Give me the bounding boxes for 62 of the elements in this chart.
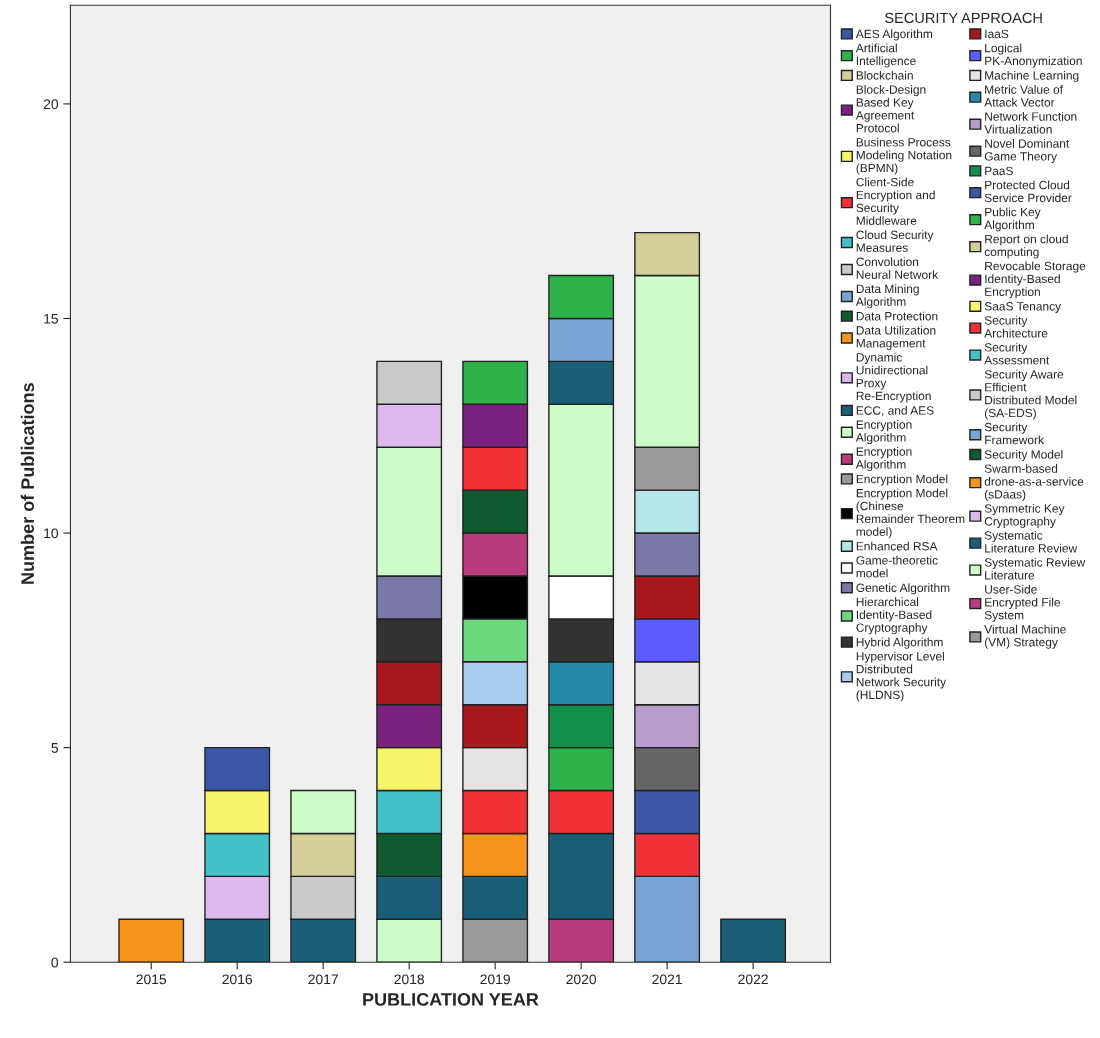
x-axis-title: PUBLICATION YEAR	[363, 993, 539, 1006]
legend-label: Systematic Review Literature	[984, 557, 1086, 580]
legend-label: Public Key Algorithm	[984, 207, 1041, 232]
legend-label: Client-Side Encryption and Security Middleware	[856, 177, 935, 225]
legend-label: Encryption Algorithm	[855, 447, 912, 472]
x-tick-label: 2019	[480, 974, 510, 985]
y-tick-label: 10	[44, 528, 59, 539]
legend-label: Data Utilization Management	[856, 325, 936, 350]
legend-label: Symmetric Key Cryptography	[984, 503, 1065, 528]
legend-label: Report on cloud computing	[984, 234, 1068, 259]
y-axis-title: Number of Publications	[20, 383, 35, 584]
legend-label: Data Protection	[856, 311, 938, 321]
y-tick-label: 15	[44, 313, 59, 324]
legend-label: Systematic Literature Review	[984, 530, 1078, 553]
legend-label: Swarm-based drone-as-a-service (sDaas)	[984, 464, 1084, 501]
legend-label: Data Mining Algorithm	[855, 284, 919, 309]
legend-label: SaaS Tenancy	[984, 302, 1062, 313]
legend-label: Network Function Virtualization	[984, 111, 1077, 134]
y-tick-label: 20	[43, 99, 59, 110]
legend-label: Blockchain	[856, 70, 913, 80]
x-tick-label: 2021	[652, 974, 682, 985]
legend-label: IaaS	[985, 29, 1009, 39]
legend-label: Machine Learning	[985, 70, 1079, 83]
x-tick-label: 2017	[308, 974, 338, 985]
legend-label: Hybrid Algorithm	[856, 637, 943, 649]
y-tick-label: 0	[51, 957, 59, 968]
legend-label: AES Algorithm	[855, 29, 933, 41]
legend-label: Cloud Security Measures	[856, 230, 934, 252]
legend-label: Encryption Algorithm	[855, 420, 912, 445]
legend-label: Security Assessment	[984, 342, 1050, 365]
legend-label: Genetic Algorithm	[856, 583, 950, 595]
legend-label: User-Side Encrypted File System	[984, 584, 1061, 622]
legend-label: Protected Cloud Service Provider	[984, 180, 1072, 203]
legend-label: Convolution Neural Network	[856, 257, 939, 279]
legend-label: Logical PK-Anonymization	[985, 43, 1082, 68]
legend-title: SECURITY APPROACH	[885, 12, 1042, 24]
legend-label: Revocable Storage Identity-Based Encryption	[985, 261, 1086, 299]
y-tick-label: 5	[51, 743, 59, 753]
x-tick-label: 2015	[136, 974, 167, 985]
legend-label: Encryption Model	[856, 474, 948, 486]
legend-label: Encryption Model (Chinese Remainder Theorem model)	[856, 488, 965, 539]
x-tick-label: 2016	[222, 974, 253, 985]
legend-label: Metric Value of Attack Vector	[984, 85, 1064, 107]
legend-label: Game-theoretic model	[856, 555, 938, 578]
legend-label: Hypervisor Level Distributed Network Security (HLDNS)	[856, 651, 947, 702]
x-tick-label: 2022	[738, 974, 768, 985]
legend-label: Security Aware Efficient Distributed Model (SA-EDS)	[984, 369, 1077, 420]
legend-label: Dynamic Unidirectional Proxy Re-Encryption	[856, 352, 931, 403]
x-tick-label: 2018	[394, 974, 425, 985]
legend-label: Security Model	[984, 449, 1063, 462]
legend-label: PaaS	[985, 166, 1013, 176]
legend-label: Security Architecture	[984, 315, 1048, 338]
x-tick-label: 2020	[566, 974, 597, 985]
legend-label: Hierarchical Identity-Based Cryptography	[856, 597, 932, 635]
legend-label: ECC, and AES	[856, 405, 934, 417]
legend-label: Novel Dominant Game Theory	[984, 138, 1070, 163]
legend-label: Virtual Machine (VM) Strategy	[984, 624, 1066, 649]
legend-label: Block-Design Based Key Agreement Protocol	[855, 85, 926, 133]
legend-label: Security Framework	[984, 422, 1044, 445]
legend-label: Artificial Intelligence	[855, 43, 916, 68]
legend-label: Enhanced RSA	[856, 541, 938, 551]
legend-label: Business Process Modeling Notation (BPMN)	[856, 137, 952, 175]
